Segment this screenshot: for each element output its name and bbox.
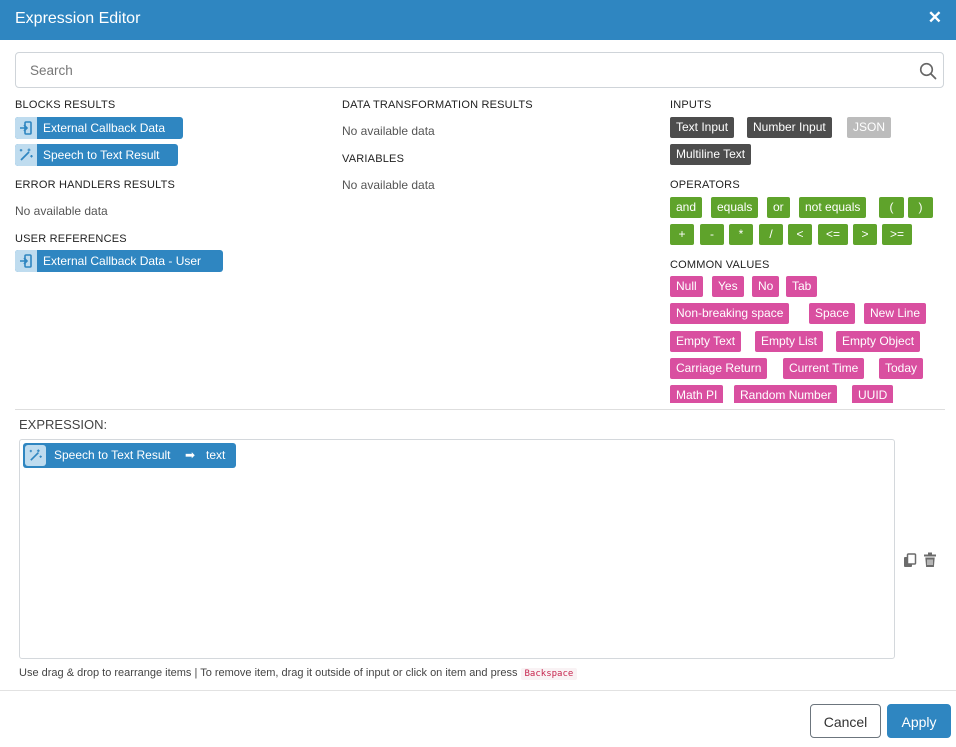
block-chip-speech-to-text[interactable]: Speech to Text Result — [15, 144, 178, 166]
search-input[interactable] — [28, 62, 908, 79]
variables-empty: No available data — [342, 178, 435, 192]
apply-button[interactable]: Apply — [887, 704, 951, 738]
value-current-time[interactable]: Current Time — [783, 358, 865, 379]
operator-divide[interactable]: / — [759, 224, 783, 245]
operators-title: OPERATORS — [670, 179, 740, 191]
arrow-right-icon: ➡ — [185, 448, 196, 462]
login-icon — [15, 117, 37, 139]
operator-multiply[interactable]: * — [729, 224, 753, 245]
search-icon[interactable] — [919, 62, 937, 80]
input-chip-number[interactable]: Number Input — [747, 117, 832, 138]
common-values-title: COMMON VALUES — [670, 259, 770, 271]
value-carriage-return[interactable]: Carriage Return — [670, 358, 768, 379]
data-transformation-title: DATA TRANSFORMATION RESULTS — [342, 99, 533, 111]
cancel-button[interactable]: Cancel — [810, 704, 881, 738]
value-space[interactable]: Space — [809, 303, 856, 324]
operator-greater-equal[interactable]: >= — [882, 224, 912, 245]
block-chip-label: External Callback Data — [43, 121, 166, 135]
value-uuid[interactable]: UUID — [852, 385, 894, 403]
data-transformation-empty: No available data — [342, 124, 435, 138]
error-handlers-empty: No available data — [15, 204, 108, 218]
user-ref-chip-external-callback[interactable]: External Callback Data - User — [15, 250, 223, 272]
expression-chip-speech-to-text[interactable]: Speech to Text Result ➡ text — [23, 443, 236, 468]
footer-divider — [0, 690, 956, 691]
value-random-number[interactable]: Random Number — [734, 385, 838, 403]
user-ref-chip-label: External Callback Data - User — [43, 254, 202, 268]
operator-minus[interactable]: - — [700, 224, 724, 245]
input-chip-text[interactable]: Text Input — [670, 117, 735, 138]
common-values-list: Null Yes No Tab Non-breaking space Space… — [670, 272, 950, 403]
operator-greater-than[interactable]: > — [853, 224, 877, 245]
expression-label: EXPRESSION: — [19, 417, 108, 432]
dialog-title: Expression Editor — [15, 10, 141, 27]
blocks-results-title: BLOCKS RESULTS — [15, 99, 116, 111]
backspace-key: Backspace — [520, 668, 578, 680]
value-today[interactable]: Today — [879, 358, 924, 379]
operator-plus[interactable]: + — [670, 224, 694, 245]
block-chip-label: Speech to Text Result — [43, 148, 160, 162]
copy-icon[interactable] — [903, 553, 917, 568]
login-icon — [15, 250, 37, 272]
operator-close-paren[interactable]: ) — [908, 197, 933, 218]
dialog-header: Expression Editor ✕ — [0, 0, 956, 40]
value-null[interactable]: Null — [670, 276, 703, 297]
expression-chip-field: text — [206, 448, 226, 462]
value-non-breaking-space[interactable]: Non-breaking space — [670, 303, 790, 324]
variables-title: VARIABLES — [342, 153, 405, 165]
input-chip-json: JSON — [847, 117, 892, 138]
value-tab[interactable]: Tab — [786, 276, 818, 297]
operator-open-paren[interactable]: ( — [879, 197, 904, 218]
operator-less-than[interactable]: < — [788, 224, 812, 245]
operator-and[interactable]: and — [670, 197, 703, 218]
value-new-line[interactable]: New Line — [864, 303, 927, 324]
magic-wand-icon — [25, 445, 46, 466]
value-yes[interactable]: Yes — [712, 276, 744, 297]
value-math-pi[interactable]: Math PI — [670, 385, 724, 403]
operator-not-equals[interactable]: not equals — [799, 197, 867, 218]
user-references-title: USER REFERENCES — [15, 233, 127, 245]
operator-less-equal[interactable]: <= — [818, 224, 848, 245]
expression-chip-label: Speech to Text Result — [54, 448, 171, 462]
operator-equals[interactable]: equals — [711, 197, 759, 218]
trash-icon[interactable] — [923, 552, 937, 568]
operator-or[interactable]: or — [767, 197, 790, 218]
value-no[interactable]: No — [752, 276, 780, 297]
section-divider — [15, 409, 945, 410]
block-chip-external-callback[interactable]: External Callback Data — [15, 117, 183, 139]
inputs-title: INPUTS — [670, 99, 712, 111]
hint-text: Use drag & drop to rearrange items | To … — [19, 667, 518, 679]
value-empty-list[interactable]: Empty List — [755, 331, 824, 352]
input-chip-multiline[interactable]: Multiline Text — [670, 144, 752, 165]
close-icon[interactable]: ✕ — [927, 8, 942, 27]
expression-input[interactable]: Speech to Text Result ➡ text — [19, 439, 895, 659]
value-empty-object[interactable]: Empty Object — [836, 331, 921, 352]
expression-hint: Use drag & drop to rearrange items | To … — [19, 667, 578, 680]
error-handlers-title: ERROR HANDLERS RESULTS — [15, 179, 176, 191]
value-empty-text[interactable]: Empty Text — [670, 331, 742, 352]
search-box — [15, 52, 944, 88]
magic-wand-icon — [15, 144, 37, 166]
